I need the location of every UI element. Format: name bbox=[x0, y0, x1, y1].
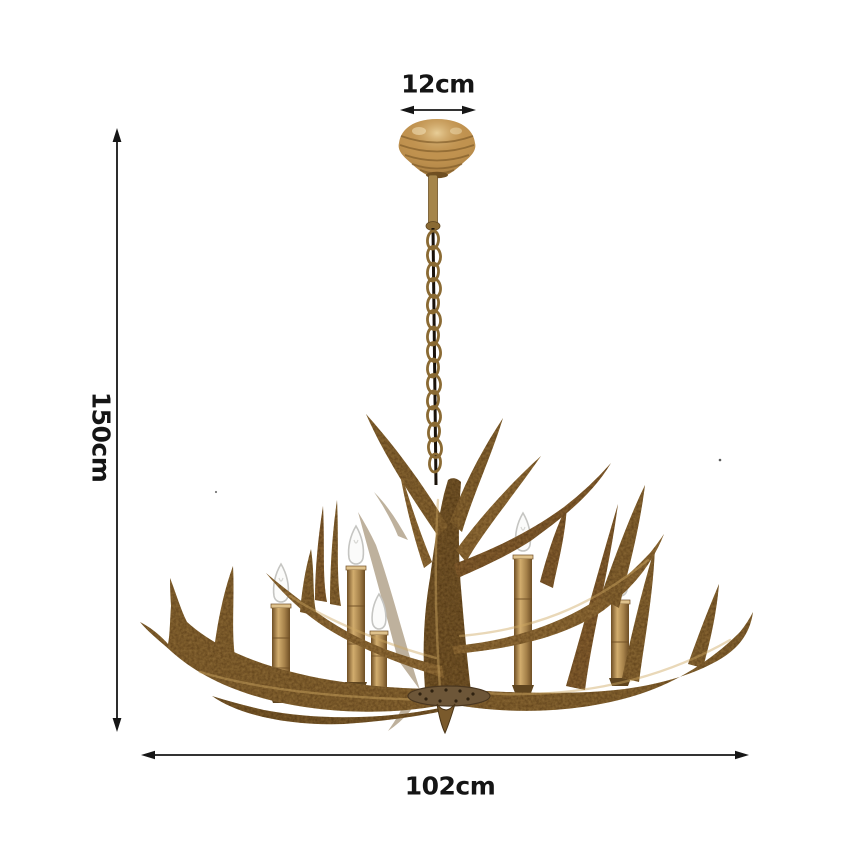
finial bbox=[436, 703, 456, 735]
antler-body bbox=[140, 414, 753, 725]
arrowhead-right bbox=[462, 105, 476, 115]
canopy-highlight bbox=[412, 127, 426, 135]
arrowhead-down bbox=[112, 718, 122, 732]
arrowhead-right bbox=[735, 750, 749, 760]
dust-speck bbox=[718, 458, 722, 462]
canopy-woodgrain-stripes bbox=[399, 135, 475, 175]
candle-light bbox=[345, 524, 367, 690]
antler-arm-left-mid bbox=[266, 573, 444, 678]
hub-perforations bbox=[418, 688, 475, 703]
arrowhead-left bbox=[141, 750, 155, 760]
canopy-shading bbox=[398, 119, 476, 175]
antler-highlights bbox=[198, 498, 732, 702]
canopy-highlight bbox=[450, 127, 462, 135]
antler-arm-left-lowest bbox=[212, 696, 448, 725]
width-dimension-line bbox=[141, 750, 749, 760]
power-cable bbox=[431, 227, 438, 486]
dust-speck bbox=[214, 490, 218, 494]
bulb-icon bbox=[371, 592, 387, 630]
candle-lights bbox=[270, 511, 631, 704]
bulb-icon bbox=[347, 524, 365, 565]
canopy-width-label: 12cm bbox=[401, 69, 475, 99]
canopy-width-dimension-line bbox=[400, 105, 476, 115]
antler-arm-right-high bbox=[454, 463, 611, 578]
candle-light bbox=[512, 511, 534, 693]
arrowhead-left bbox=[400, 105, 414, 115]
ceiling-canopy bbox=[398, 119, 476, 179]
antler-arm-left-low bbox=[140, 578, 448, 712]
height-dimension-line bbox=[112, 128, 122, 732]
width-label: 102cm bbox=[404, 771, 496, 801]
arrowhead-up bbox=[112, 128, 122, 142]
height-label: 150cm bbox=[86, 391, 116, 483]
antler-trunk bbox=[423, 478, 472, 700]
hanging-chain bbox=[426, 229, 443, 474]
bottom-hub bbox=[407, 685, 491, 735]
dimension-lines bbox=[112, 105, 749, 760]
hanging-rod bbox=[425, 174, 441, 231]
